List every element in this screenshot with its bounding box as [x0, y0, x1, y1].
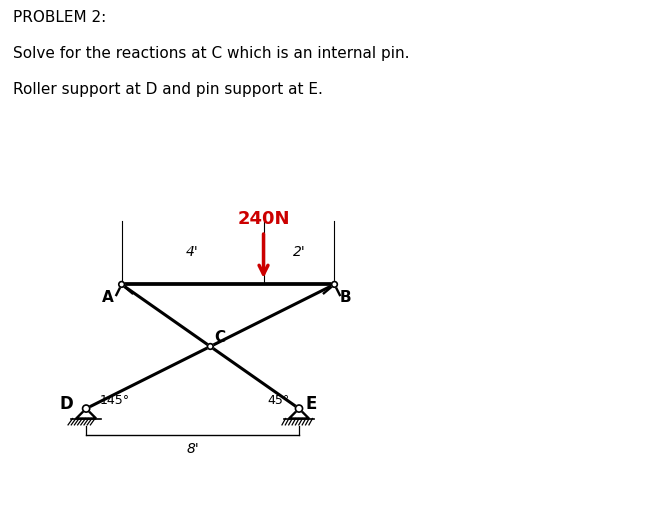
Text: C: C: [215, 330, 225, 345]
Text: 45°: 45°: [267, 394, 290, 407]
Text: E: E: [305, 396, 317, 414]
Circle shape: [119, 282, 124, 287]
Circle shape: [332, 282, 337, 287]
Text: Solve for the reactions at C which is an internal pin.: Solve for the reactions at C which is an…: [13, 46, 410, 61]
Text: Roller support at D and pin support at E.: Roller support at D and pin support at E…: [13, 82, 323, 97]
Text: PROBLEM 2:: PROBLEM 2:: [13, 10, 106, 25]
Text: 2': 2': [293, 246, 305, 260]
Text: 240N: 240N: [237, 210, 290, 228]
Text: 145°: 145°: [100, 394, 130, 407]
Circle shape: [295, 405, 303, 412]
Text: A: A: [102, 290, 114, 305]
Text: B: B: [340, 290, 352, 305]
Circle shape: [83, 405, 90, 412]
Text: 4': 4': [186, 246, 199, 260]
Text: 8': 8': [186, 441, 199, 456]
Circle shape: [208, 344, 213, 349]
Text: D: D: [60, 396, 74, 414]
